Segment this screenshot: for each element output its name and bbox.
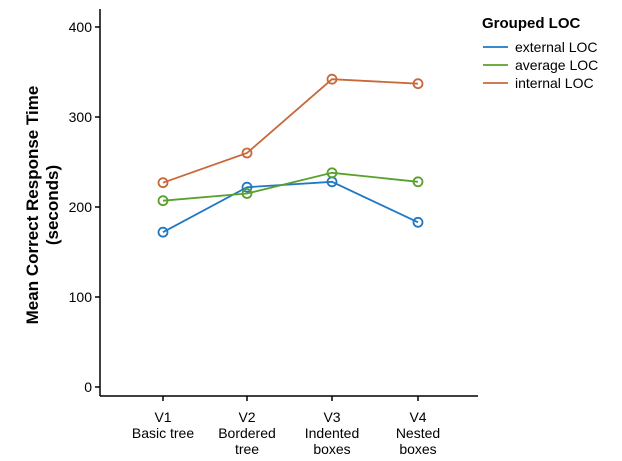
legend-label: internal LOC <box>515 75 594 91</box>
x-tick-label-line: V2 <box>238 409 255 425</box>
data-point <box>412 176 424 188</box>
series-average-loc <box>157 167 424 207</box>
x-tick-label-line: boxes <box>399 441 436 457</box>
y-axis-title-line: Mean Correct Response Time <box>23 86 42 325</box>
series-line <box>162 78 419 184</box>
x-tick-label-line: V4 <box>409 409 426 425</box>
y-axis-title-line: (seconds) <box>43 165 62 245</box>
y-tick-label: 0 <box>84 379 92 395</box>
y-tick-label: 100 <box>69 289 93 305</box>
data-point <box>241 147 253 159</box>
data-point <box>157 177 169 189</box>
series-internal-loc <box>157 73 424 189</box>
series-line <box>162 180 419 233</box>
series-line <box>162 171 419 202</box>
data-point <box>241 188 253 199</box>
x-tick-label-line: V3 <box>323 409 340 425</box>
legend-title: Grouped LOC <box>482 15 580 32</box>
y-tick-label: 200 <box>69 199 93 215</box>
x-tick-label-line: V1 <box>154 409 171 425</box>
legend: Grouped LOC external LOC average LOC intern… <box>482 15 598 91</box>
y-axis-title: Mean Correct Response Time (seconds) <box>23 86 62 325</box>
x-tick-label-line: Indented <box>305 425 360 441</box>
x-tick-label-line: boxes <box>313 441 350 457</box>
data-point <box>326 167 338 179</box>
legend-label: average LOC <box>515 57 598 73</box>
data-point <box>412 78 424 90</box>
x-tick-label-line: Bordered <box>218 425 276 441</box>
data-point <box>241 181 253 193</box>
legend-label: external LOC <box>515 39 597 55</box>
x-tick-label-line: tree <box>235 441 259 457</box>
data-point <box>412 216 424 228</box>
series-layer <box>157 73 424 238</box>
legend-item: external LOC <box>483 39 597 55</box>
x-tick-label-line: Basic tree <box>132 425 194 441</box>
y-tick-label: 300 <box>69 109 93 125</box>
series-external-loc <box>157 176 424 238</box>
data-point <box>157 226 169 238</box>
data-point <box>326 73 338 85</box>
y-tick-label: 400 <box>69 19 93 35</box>
y-axis-label: Mean Correct Response Time (seconds) <box>23 86 62 325</box>
data-point <box>157 195 169 207</box>
x-tick-label-line: Nested <box>396 425 440 441</box>
legend-item: internal LOC <box>483 75 594 91</box>
legend-item: average LOC <box>483 57 598 73</box>
